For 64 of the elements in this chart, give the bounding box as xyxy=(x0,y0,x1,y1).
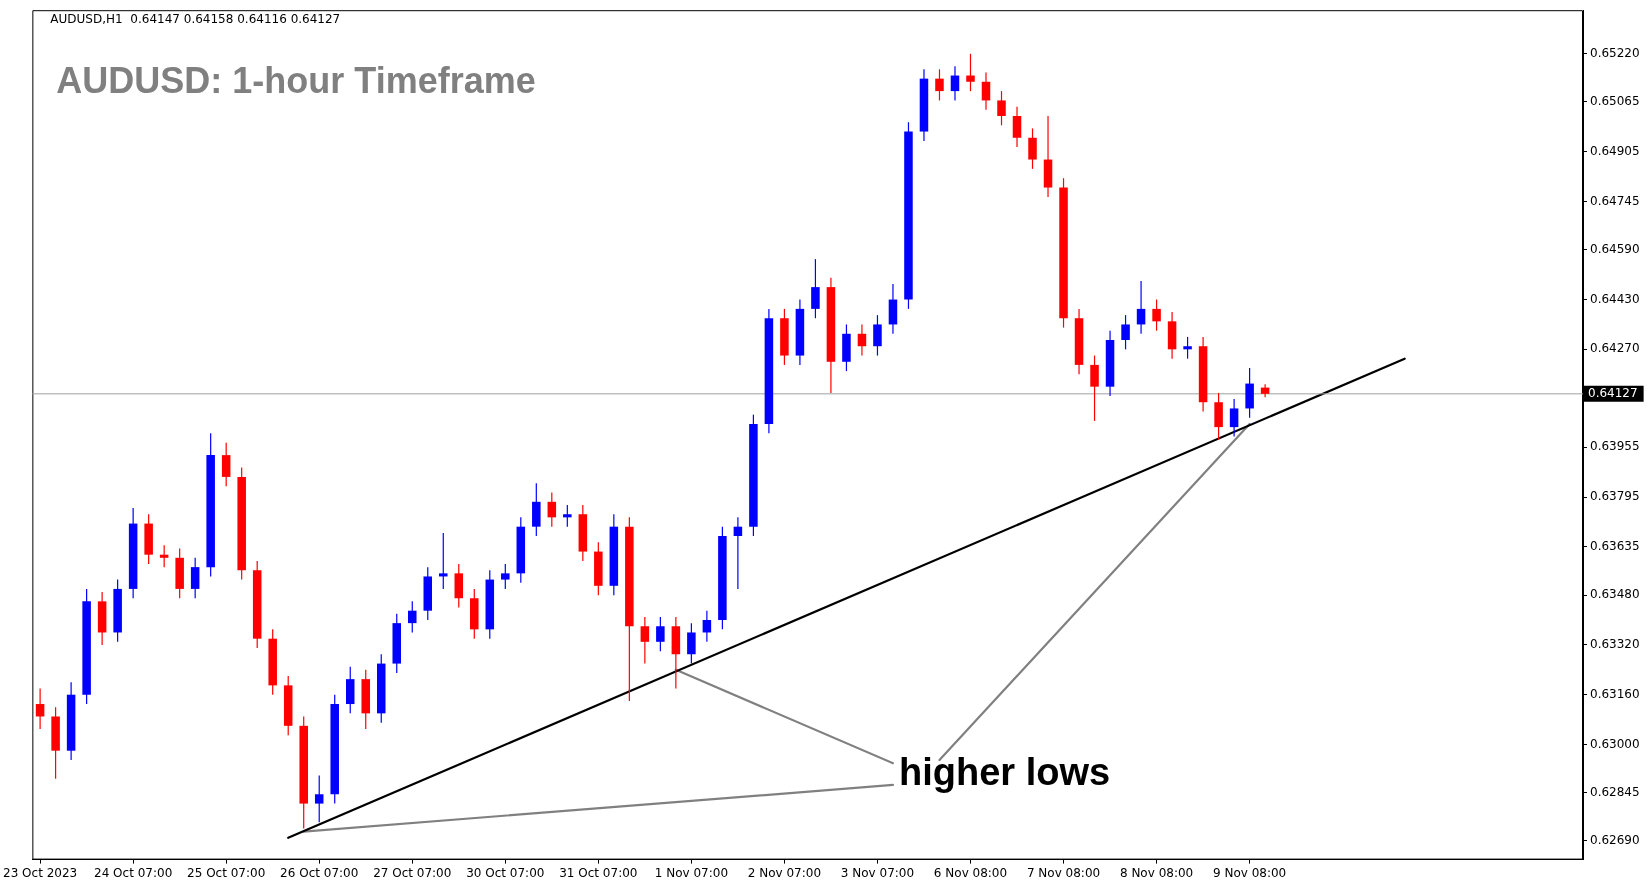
x-tick-label: 2 Nov 07:00 xyxy=(747,865,822,880)
ref-line-label: 0.64127 xyxy=(1588,385,1638,400)
x-tick-label: 1 Nov 07:00 xyxy=(654,865,729,880)
candlestick xyxy=(408,600,417,634)
y-tick-label: 0.62690 xyxy=(1590,833,1640,848)
x-tick-label: 3 Nov 07:00 xyxy=(840,865,915,880)
text: AUDUSD: 1-hour Timeframe xyxy=(56,60,536,102)
candlestick xyxy=(950,65,960,102)
y-tick-label: 0.64905 xyxy=(1590,143,1640,158)
candlestick xyxy=(314,774,324,823)
y-tick-label: 0.63955 xyxy=(1590,439,1640,454)
candlestick xyxy=(733,516,743,590)
x-tick-label: 9 Nov 08:00 xyxy=(1212,865,1287,880)
candlestick xyxy=(981,71,991,111)
candlestick xyxy=(1028,127,1037,170)
y-tick-label: 0.64590 xyxy=(1590,241,1640,256)
candlestick xyxy=(1090,354,1099,422)
candlestick xyxy=(656,616,665,652)
y-tick-label: 0.62845 xyxy=(1590,784,1640,799)
candlestick xyxy=(439,532,448,590)
x-tick-label: 27 Oct 07:00 xyxy=(373,865,452,880)
y-tick-label: 0.63160 xyxy=(1590,686,1640,701)
candlestick xyxy=(501,563,510,590)
candlestick xyxy=(1012,106,1022,148)
candlestick xyxy=(1152,298,1161,332)
x-tick-label: 23 Oct 2023 xyxy=(3,865,78,880)
candlestick xyxy=(997,90,1006,126)
candlestick xyxy=(35,687,45,730)
x-tick-label: 7 Nov 08:00 xyxy=(1026,865,1101,880)
y-tick-label: 0.65220 xyxy=(1590,45,1640,60)
candlestick xyxy=(190,557,200,599)
candlestick xyxy=(1229,398,1239,438)
candlestick xyxy=(857,323,867,357)
candlestick xyxy=(935,68,944,102)
candlestick xyxy=(702,610,712,643)
x-tick-label: 8 Nov 08:00 xyxy=(1119,865,1194,880)
candlestick xyxy=(1121,314,1130,350)
y-tick-label: 0.64745 xyxy=(1590,193,1640,208)
y-tick-label: 0.65065 xyxy=(1590,94,1640,109)
annotation: higher lows xyxy=(898,750,1111,793)
candlestick xyxy=(563,504,572,528)
y-tick-label: 0.63320 xyxy=(1590,637,1640,652)
x-tick-label: 26 Oct 07:00 xyxy=(280,865,359,880)
candlestick xyxy=(1136,280,1146,335)
y-tick-label: 0.64430 xyxy=(1590,291,1640,306)
candlestick xyxy=(687,622,696,665)
y-tick-label: 0.63000 xyxy=(1590,736,1640,751)
y-tick-label: 0.63795 xyxy=(1590,489,1640,504)
candlestick xyxy=(640,616,650,665)
x-tick-label: 30 Oct 07:00 xyxy=(466,865,545,880)
x-tick-label: 6 Nov 08:00 xyxy=(933,865,1008,880)
x-tick-label: 25 Oct 07:00 xyxy=(187,865,266,880)
candlestick xyxy=(873,314,882,357)
y-tick-label: 0.63480 xyxy=(1590,587,1640,602)
annotation: AUDUSD,H1 0.64147 0.64158 0.64116 0.64127 xyxy=(50,12,341,27)
candlestick xyxy=(811,258,820,319)
x-tick-label: 31 Oct 07:00 xyxy=(559,865,638,880)
y-tick-label: 0.63635 xyxy=(1590,539,1640,554)
candlestick xyxy=(966,53,975,92)
x-tick-label: 24 Oct 07:00 xyxy=(94,865,173,880)
y-tick-label: 0.64270 xyxy=(1590,341,1640,356)
candlestick xyxy=(221,442,231,487)
candlestick xyxy=(1183,336,1192,360)
candlestick xyxy=(547,491,557,528)
